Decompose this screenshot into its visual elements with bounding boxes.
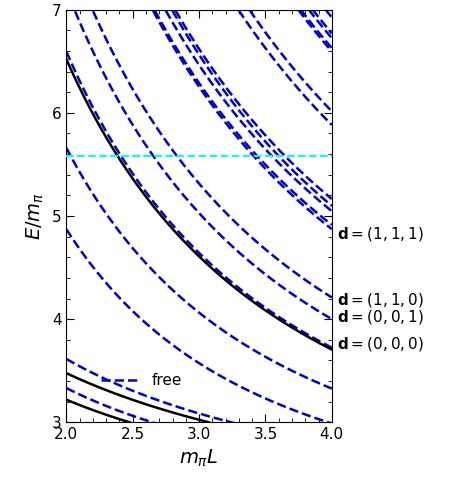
Text: $\mathbf{d}=(0,0,0)$: $\mathbf{d}=(0,0,0)$ — [337, 335, 424, 353]
Text: $\mathbf{d}=(1,1,0)$: $\mathbf{d}=(1,1,0)$ — [337, 290, 424, 309]
Text: $\mathbf{d}=(0,0,1)$: $\mathbf{d}=(0,0,1)$ — [337, 308, 424, 326]
Y-axis label: $E/m_{\pi}$: $E/m_{\pi}$ — [25, 192, 46, 240]
Legend: free: free — [95, 367, 188, 394]
X-axis label: $m_{\pi}L$: $m_{\pi}L$ — [179, 448, 219, 469]
Text: $\mathbf{d}=(1,1,1)$: $\mathbf{d}=(1,1,1)$ — [337, 225, 424, 242]
